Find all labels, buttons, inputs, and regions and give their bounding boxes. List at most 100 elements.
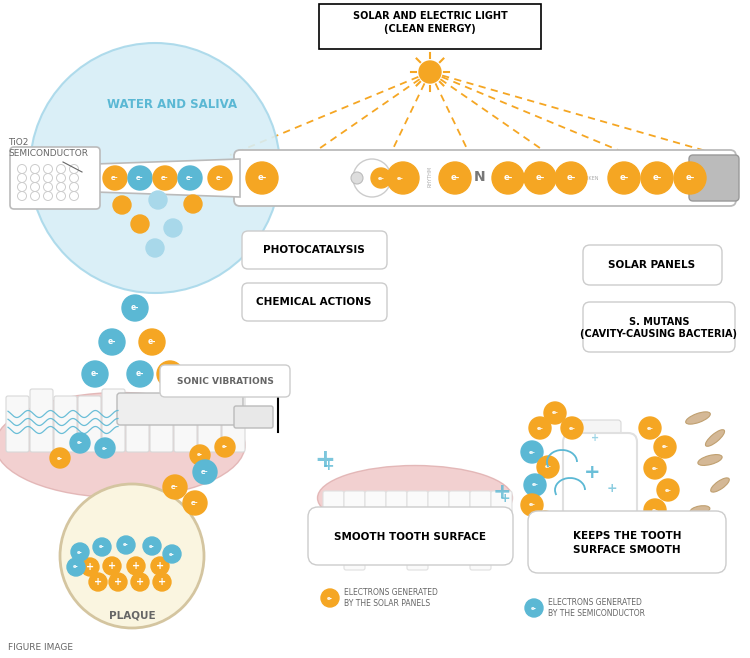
Text: +: + [322,459,334,473]
Circle shape [67,558,85,576]
FancyBboxPatch shape [428,491,449,560]
Circle shape [641,162,673,194]
FancyBboxPatch shape [528,511,726,573]
Circle shape [555,162,587,194]
Text: e-: e- [77,440,83,445]
FancyBboxPatch shape [386,491,407,560]
Text: e-: e- [686,174,694,182]
Circle shape [103,166,127,190]
FancyBboxPatch shape [579,420,621,448]
Text: +: + [108,561,116,571]
Text: e-: e- [620,174,628,182]
Ellipse shape [0,393,245,497]
Ellipse shape [698,455,722,465]
Circle shape [149,191,167,209]
Circle shape [99,329,125,355]
Circle shape [70,433,90,453]
Text: +: + [94,577,102,587]
Ellipse shape [706,430,724,446]
FancyBboxPatch shape [234,406,273,428]
Circle shape [544,402,566,424]
Text: e-: e- [136,175,144,181]
Text: +: + [591,433,599,443]
Circle shape [529,417,551,439]
Circle shape [122,295,148,321]
FancyBboxPatch shape [222,396,245,452]
Text: PHOTOCATALYSIS: PHOTOCATALYSIS [263,245,364,255]
Circle shape [146,239,164,257]
Text: e-: e- [171,484,178,490]
Circle shape [178,166,202,190]
Text: e-: e- [102,445,108,451]
Circle shape [657,479,679,501]
Text: e-: e- [503,174,513,182]
Text: e-: e- [74,565,79,570]
FancyBboxPatch shape [117,393,243,425]
Circle shape [103,557,121,575]
Text: e-: e- [377,176,385,180]
Text: e-: e- [166,370,174,378]
Circle shape [534,511,556,533]
Text: e-: e- [99,545,105,549]
Circle shape [644,457,666,479]
Text: e-: e- [652,465,658,470]
Circle shape [537,456,559,478]
FancyBboxPatch shape [365,491,386,560]
Circle shape [492,162,524,194]
Circle shape [82,361,108,387]
Text: KEEPS THE TOOTH
SURFACE SMOOTH: KEEPS THE TOOTH SURFACE SMOOTH [573,532,681,555]
Circle shape [524,162,556,194]
Text: e-: e- [201,469,208,475]
Text: e-: e- [91,370,99,378]
Text: +: + [584,463,600,482]
Circle shape [387,162,419,194]
Circle shape [215,437,235,457]
FancyBboxPatch shape [198,396,221,452]
Text: SOLAR PANELS: SOLAR PANELS [608,260,695,270]
Text: N: N [474,170,486,184]
FancyBboxPatch shape [689,155,739,201]
FancyBboxPatch shape [323,491,344,560]
Circle shape [561,417,583,439]
Text: e-: e- [532,482,538,488]
Text: e-: e- [531,605,537,611]
FancyBboxPatch shape [242,283,387,321]
Circle shape [50,448,70,468]
Text: e-: e- [662,445,668,449]
Ellipse shape [317,465,512,530]
Text: TiO2
SEMICONDUCTOR: TiO2 SEMICONDUCTOR [8,138,88,158]
Text: e-: e- [149,544,154,549]
Text: e-: e- [123,542,129,547]
Text: e-: e- [450,174,460,182]
Text: WATER AND SALIVA: WATER AND SALIVA [107,99,237,111]
Text: e-: e- [664,488,671,492]
Text: e-: e- [397,176,404,180]
Circle shape [93,538,111,556]
Text: SOLAR AND ELECTRIC LIGHT
(CLEAN ENERGY): SOLAR AND ELECTRIC LIGHT (CLEAN ENERGY) [352,11,507,34]
Circle shape [95,438,115,458]
Circle shape [193,460,217,484]
Circle shape [521,494,543,516]
Text: +: + [114,577,122,587]
Circle shape [654,436,676,458]
Circle shape [208,166,232,190]
Text: e-: e- [57,455,63,461]
FancyBboxPatch shape [242,231,387,269]
Circle shape [184,195,202,213]
Text: +: + [500,492,510,505]
Circle shape [164,219,182,237]
Polygon shape [95,159,240,197]
Circle shape [151,557,169,575]
Text: e-: e- [536,426,544,430]
Text: e-: e- [652,507,658,513]
Circle shape [351,172,363,184]
Text: e-: e- [191,500,199,506]
Circle shape [113,196,131,214]
Text: +: + [86,562,94,572]
Text: e-: e- [544,465,551,470]
Text: SONIC VIBRATIONS: SONIC VIBRATIONS [176,376,274,386]
Circle shape [81,558,99,576]
Text: SHIKEN: SHIKEN [580,176,599,180]
Circle shape [371,168,391,188]
FancyBboxPatch shape [6,396,29,452]
